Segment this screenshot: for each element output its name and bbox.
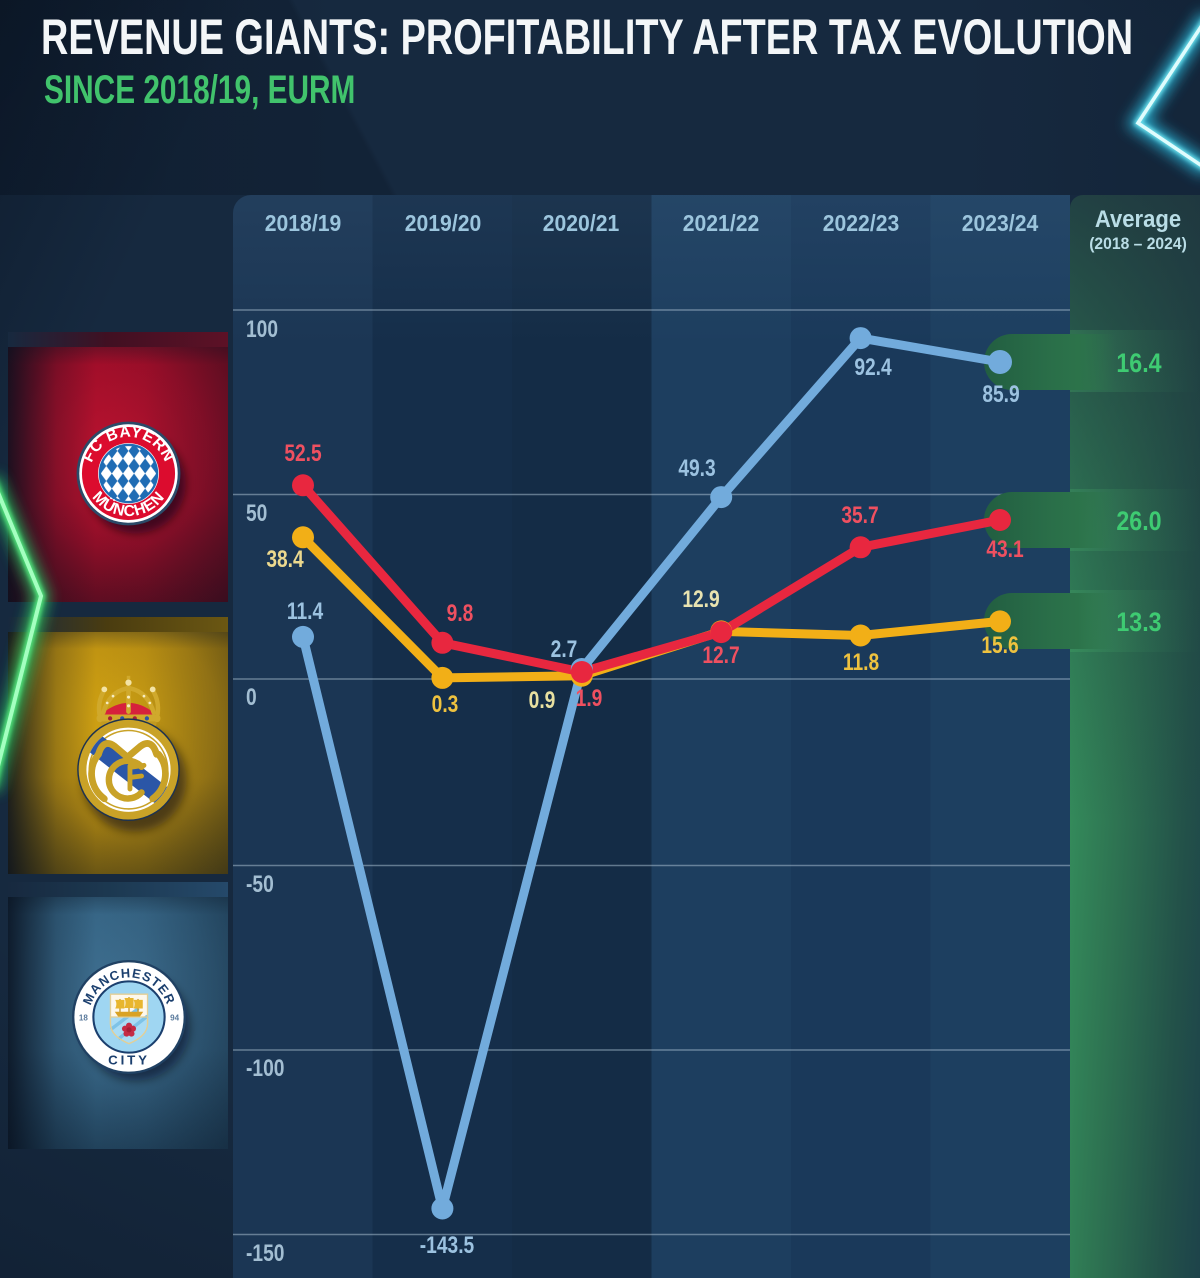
svg-text:CITY: CITY [108,1053,150,1068]
svg-text:94: 94 [170,1013,179,1022]
svg-text:18: 18 [79,1013,88,1022]
